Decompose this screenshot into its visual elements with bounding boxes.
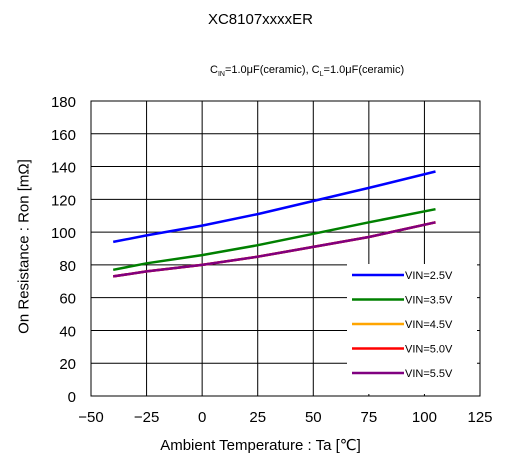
chart-title: XC8107xxxxER xyxy=(207,11,314,28)
y-tick-label: 120 xyxy=(51,192,76,209)
cl-subscript: L xyxy=(319,71,324,79)
legend-label: VIN=5.0V xyxy=(405,344,453,356)
cin-value: =1.0 xyxy=(224,64,247,76)
x-tick-label: 125 xyxy=(467,409,492,426)
y-tick-label: 40 xyxy=(59,323,76,340)
cl-unit: F(ceramic) xyxy=(351,64,405,76)
test-conditions: CIN=1.0μF(ceramic), CL=1.0μF(ceramic) xyxy=(210,64,405,79)
cl-value: =1.0 xyxy=(323,64,346,76)
x-tick-label: 75 xyxy=(361,409,378,426)
x-tick-label: 0 xyxy=(198,409,206,426)
legend-label: VIN=3.5V xyxy=(405,295,453,307)
legend-label: VIN=4.5V xyxy=(405,319,453,331)
series-line-vin-5-5v xyxy=(113,221,436,278)
gridlines xyxy=(91,101,480,396)
cin-unit: F(ceramic), C xyxy=(253,64,320,76)
y-tick-label: 60 xyxy=(59,291,76,308)
x-axis-label: Ambient Temperature : Ta [℃] xyxy=(160,437,361,454)
series-line-vin-3-5v xyxy=(112,207,436,272)
y-tick-label: 100 xyxy=(51,225,76,242)
x-tick-label: 50 xyxy=(305,409,322,426)
legend-label: VIN=2.5V xyxy=(405,270,453,282)
y-tick-label: 0 xyxy=(68,389,76,406)
y-tick-label: 80 xyxy=(59,258,76,275)
legend: VIN=2.5V VIN=3.5V VIN=4.5V VIN=5.0V VIN=5.5V xyxy=(347,264,477,394)
legend-label: VIN=5.5V xyxy=(405,368,453,380)
series-line-vin-2-5v xyxy=(112,170,436,244)
x-tick-labels: −50 −25 0 25 50 75 100 125 xyxy=(78,409,492,426)
series-lines xyxy=(112,170,436,278)
y-tick-label: 20 xyxy=(59,356,76,373)
y-tick-label: 160 xyxy=(51,127,76,144)
plot-frame xyxy=(90,100,481,397)
y-tick-labels: 0 20 40 60 80 100 120 140 160 180 xyxy=(51,94,76,406)
y-tick-label: 180 xyxy=(51,94,76,111)
y-tick-label: 140 xyxy=(51,160,76,177)
x-tick-label: −50 xyxy=(78,409,103,426)
x-tick-label: 100 xyxy=(412,409,437,426)
x-tick-label: −25 xyxy=(134,409,159,426)
x-tick-label: 25 xyxy=(249,409,266,426)
y-axis-label: On Resistance : Ron [mΩ] xyxy=(15,159,33,334)
cin-subscript: IN xyxy=(217,71,225,79)
